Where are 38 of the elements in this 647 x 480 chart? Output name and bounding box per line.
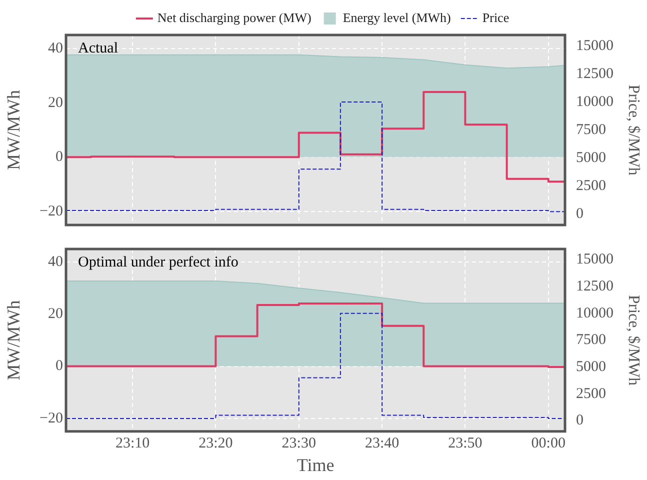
- y-tick-label: 20: [48, 306, 63, 322]
- y-axis-title: MW/MWh: [4, 300, 24, 380]
- x-tick-label: 23:30: [282, 435, 316, 452]
- y2-tick-label: 0: [576, 206, 584, 222]
- y2-tick-label: 15000: [576, 38, 614, 54]
- y-axis-title: MW/MWh: [4, 90, 24, 170]
- y-tick-label: 40: [48, 254, 63, 270]
- y2-tick-label: 15000: [576, 252, 614, 268]
- y2-tick-label: 10000: [576, 305, 614, 322]
- chart-title: Optimal under perfect info: [78, 254, 238, 270]
- x-tick-label: 00:00: [531, 435, 566, 452]
- y2-tick-label: 7500: [576, 122, 606, 138]
- y2-tick-label: 2500: [576, 178, 606, 194]
- y-tick-label: −20: [40, 410, 63, 426]
- y2-axis-title: Price, $/MWh: [625, 294, 642, 386]
- legend-label: Energy level (MWh): [342, 10, 451, 25]
- y2-tick-label: 10000: [576, 94, 614, 110]
- x-tick-label: 23:50: [448, 435, 482, 452]
- y-tick-label: 40: [48, 40, 63, 57]
- legend-label: Price: [482, 10, 510, 25]
- y2-tick-label: 0: [576, 412, 584, 429]
- x-tick-label: 23:20: [198, 435, 233, 452]
- y2-tick-label: 5000: [576, 150, 606, 166]
- y-tick-label: −20: [40, 203, 63, 220]
- y2-tick-label: 12500: [576, 66, 614, 82]
- chart-title: Actual: [78, 40, 118, 56]
- y-tick-label: 0: [56, 149, 63, 166]
- x-tick-label: 23:40: [364, 435, 400, 452]
- y2-tick-label: 2500: [576, 386, 606, 402]
- legend-label: Net discharging power (MW): [157, 10, 312, 25]
- x-axis-title: Time: [296, 454, 334, 475]
- y2-axis-title: Price, $/MWh: [625, 84, 642, 176]
- y2-tick-label: 5000: [576, 358, 606, 375]
- y2-tick-label: 12500: [576, 278, 614, 294]
- x-tick-label: 23:10: [115, 435, 150, 452]
- y-tick-label: 20: [48, 94, 63, 111]
- y2-tick-label: 7500: [576, 332, 606, 348]
- y-tick-label: 0: [56, 358, 63, 374]
